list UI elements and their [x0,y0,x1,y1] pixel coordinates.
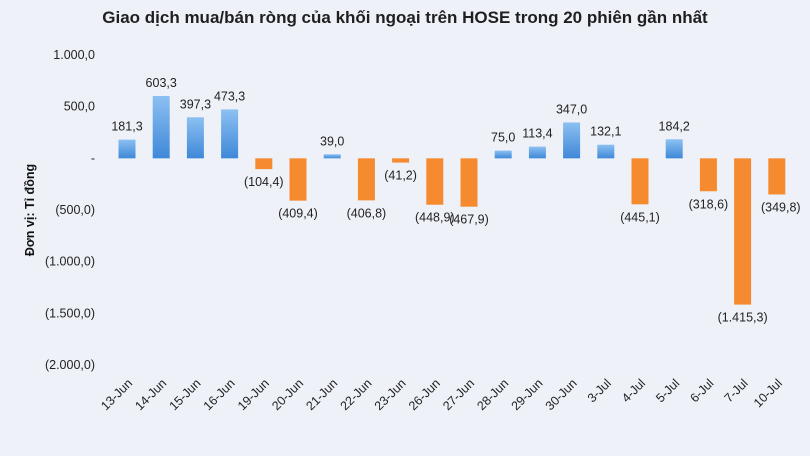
data-label: 113,4 [522,127,552,141]
data-label: (1.415,3) [718,311,768,325]
data-label: (467,9) [449,213,489,227]
data-label: (349,8) [761,200,801,214]
data-label: (409,4) [278,207,318,221]
data-label: 184,2 [659,119,690,133]
bar [357,158,375,201]
bar [152,95,170,159]
x-tick-label: 28-Jun [474,376,511,413]
x-tick-label: 23-Jun [372,376,409,413]
x-tick-label: 4-Jul [619,376,648,405]
x-tick-label: 10-Jul [751,376,785,410]
data-label: (318,6) [689,197,729,211]
x-tick-label: 13-Jun [98,376,135,413]
x-tick-label: 22-Jun [338,376,375,413]
x-tick-label: 26-Jun [406,376,443,413]
y-tick-label: 1.000,0 [53,48,95,62]
bar [528,146,546,159]
bar [289,158,307,201]
data-label: (448,9) [415,211,455,225]
y-tick-label: (2.000,0) [45,358,95,372]
data-label: 603,3 [146,76,177,90]
bar [699,158,717,192]
y-tick-label: (1.500,0) [45,306,95,320]
data-label: 132,1 [590,125,621,139]
bar [494,150,512,159]
bar [186,117,204,159]
x-tick-label: 29-Jun [509,376,546,413]
bar [665,139,683,159]
y-axis-ticks: 1.000,0 500,0 - (500,0) (1.000,0) (1.500,0) (2… [45,48,95,372]
bar [392,158,410,163]
bar [255,158,273,170]
x-tick-label: 14-Jun [132,376,169,413]
data-label: 347,0 [556,102,587,116]
data-label: 397,3 [180,97,211,111]
x-axis-ticks: 13-Jun14-Jun15-Jun16-Jun19-Jun20-Jun21-J… [98,376,785,413]
data-label: (41,2) [384,169,417,183]
y-tick-label: - [91,151,95,165]
data-label: 75,0 [491,131,515,145]
data-label: 181,3 [111,120,142,134]
bar [631,158,649,205]
data-label: (406,8) [347,206,387,220]
bar [323,154,341,159]
x-tick-label: 6-Jul [687,376,716,405]
x-tick-label: 19-Jun [235,376,272,413]
bar [118,139,136,159]
y-axis-label: Đơn vị: Tỉ đồng [23,164,37,256]
x-tick-label: 7-Jul [722,376,751,405]
bar [460,158,478,207]
x-tick-label: 3-Jul [585,376,614,405]
bar [734,158,752,305]
chart-title: Giao dịch mua/bán ròng của khối ngoại tr… [102,8,708,27]
data-label: (445,1) [620,210,660,224]
x-tick-label: 16-Jun [201,376,238,413]
bar [597,144,615,159]
x-tick-label: 20-Jun [269,376,306,413]
bars [118,95,786,305]
x-tick-label: 21-Jun [303,376,340,413]
x-tick-label: 15-Jun [167,376,204,413]
y-tick-label: (1.000,0) [45,255,95,269]
data-label: 473,3 [214,89,245,103]
bar [768,158,786,195]
bar [426,158,444,205]
x-tick-label: 30-Jun [543,376,580,413]
bar [563,122,581,159]
x-tick-label: 27-Jun [440,376,477,413]
data-label: 39,0 [320,134,344,148]
y-tick-label: (500,0) [55,203,95,217]
data-label: (104,4) [244,175,284,189]
bar [221,109,239,159]
y-tick-label: 500,0 [64,100,95,114]
x-tick-label: 5-Jul [653,376,682,405]
